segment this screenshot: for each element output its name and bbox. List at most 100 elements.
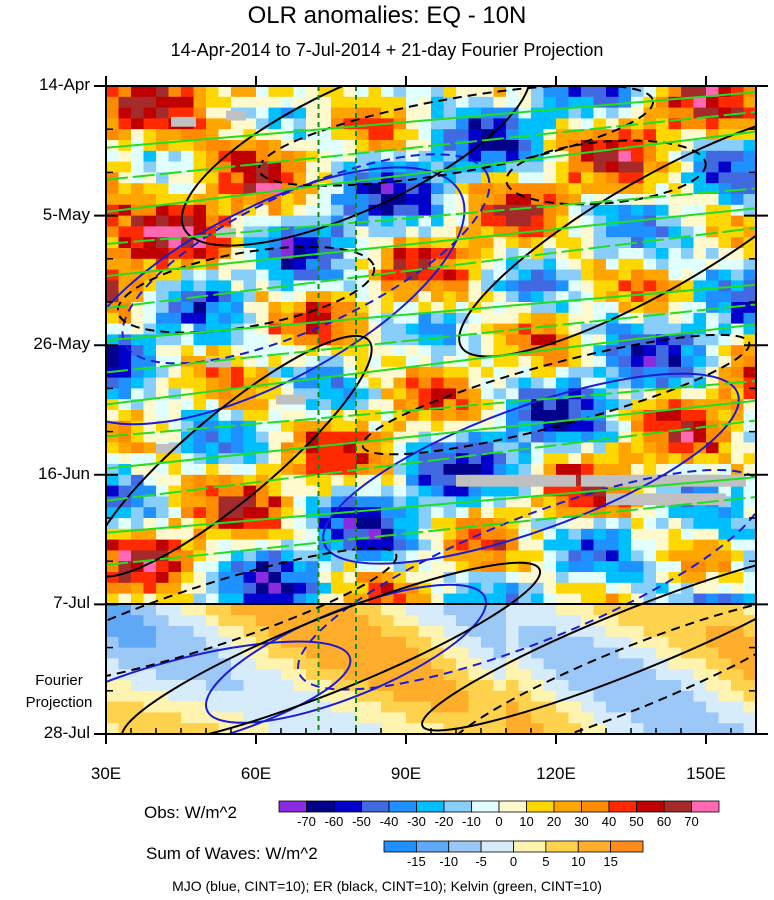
heatmap-cell (418, 377, 432, 389)
heatmap-cell (743, 539, 756, 551)
heatmap-cell (681, 215, 695, 227)
heatmap-cell (668, 345, 682, 357)
heatmap-cell (706, 269, 720, 281)
heatmap-cell (256, 442, 270, 454)
projection-cell (381, 723, 395, 734)
heatmap-cell (193, 118, 207, 130)
heatmap-cell (206, 334, 220, 346)
heatmap-cell (506, 453, 520, 465)
heatmap-cell (643, 539, 657, 551)
heatmap-cell (643, 550, 657, 562)
projection-cell (406, 723, 420, 734)
heatmap-cell (543, 572, 557, 584)
heatmap-cell (606, 377, 620, 389)
projection-cell (143, 658, 157, 670)
heatmap-cell (343, 258, 357, 271)
projection-cell (206, 690, 220, 703)
heatmap-cell (681, 464, 695, 476)
heatmap-cell (243, 431, 257, 443)
heatmap-cell (281, 464, 295, 476)
heatmap-cell (568, 248, 582, 260)
heatmap-cell (468, 410, 482, 422)
heatmap-cell (706, 356, 720, 368)
heatmap-cell (681, 86, 695, 98)
heatmap-cell (293, 96, 307, 109)
heatmap-cell (531, 204, 545, 217)
heatmap-cell (493, 593, 507, 605)
heatmap-cell (293, 528, 307, 541)
projection-cell (631, 712, 645, 724)
heatmap-cell (131, 388, 145, 400)
projection-cell (393, 615, 407, 627)
heatmap-cell (606, 485, 620, 497)
heatmap-cell (631, 528, 645, 541)
projection-cell (518, 701, 532, 713)
heatmap-cell (256, 474, 270, 487)
heatmap-cell (218, 388, 232, 400)
heatmap-cell (431, 442, 445, 454)
heatmap-cell (118, 280, 132, 292)
heatmap-cell (543, 161, 557, 173)
heatmap-cell (343, 474, 357, 487)
heatmap-cell (443, 410, 457, 422)
heatmap-cell (218, 237, 232, 249)
heatmap-cell (243, 280, 257, 292)
heatmap-cell (343, 323, 357, 335)
projection-cell (556, 690, 570, 703)
heatmap-cell (706, 107, 720, 119)
heatmap-cell (531, 507, 545, 519)
heatmap-cell (456, 96, 470, 109)
heatmap-cell (706, 118, 720, 130)
heatmap-cell (356, 334, 370, 346)
heatmap-cell (493, 140, 507, 152)
projection-cell (118, 647, 132, 659)
projection-cell (318, 680, 332, 692)
heatmap-cell (118, 442, 132, 454)
heatmap-cell (118, 496, 132, 508)
projection-cell (381, 690, 395, 703)
heatmap-cell (643, 215, 657, 227)
heatmap-cell (556, 226, 570, 238)
heatmap-cell (418, 215, 432, 227)
heatmap-cell (381, 388, 395, 400)
heatmap-cell (406, 258, 420, 271)
heatmap-cell (668, 593, 682, 605)
heatmap-cell (581, 215, 595, 227)
heatmap-cell (606, 248, 620, 260)
projection-cell (356, 723, 370, 734)
heatmap-cell (343, 582, 357, 595)
projection-cell (506, 669, 520, 681)
heatmap-cell (706, 593, 720, 605)
heatmap-cell (181, 539, 195, 551)
heatmap-cell (118, 215, 132, 227)
heatmap-cell (293, 258, 307, 271)
projection-cell (706, 669, 720, 681)
heatmap-cell (256, 291, 270, 303)
heatmap-cell (531, 582, 545, 595)
heatmap-cell (506, 172, 520, 184)
projection-cell (231, 701, 245, 713)
heatmap-cell (731, 420, 745, 433)
heatmap-cell (431, 539, 445, 551)
projection-cell (268, 690, 282, 703)
heatmap-cell (256, 550, 270, 562)
heatmap-cell (531, 302, 545, 314)
heatmap-cell (743, 96, 756, 109)
projection-cell (581, 669, 595, 681)
heatmap-cell (231, 474, 245, 487)
heatmap-cell (206, 431, 220, 443)
heatmap-cell (593, 442, 607, 454)
heatmap-cell (493, 550, 507, 562)
heatmap-cell (131, 485, 145, 497)
heatmap-cell (431, 258, 445, 271)
heatmap-cell (568, 204, 582, 217)
heatmap-cell (406, 539, 420, 551)
heatmap-cell (331, 366, 345, 379)
heatmap-cell (131, 86, 145, 98)
heatmap-cell (618, 399, 632, 411)
heatmap-cell (431, 280, 445, 292)
heatmap-cell (193, 248, 207, 260)
heatmap-cell (568, 420, 582, 433)
heatmap-cell (306, 161, 320, 173)
heatmap-cell (681, 183, 695, 195)
